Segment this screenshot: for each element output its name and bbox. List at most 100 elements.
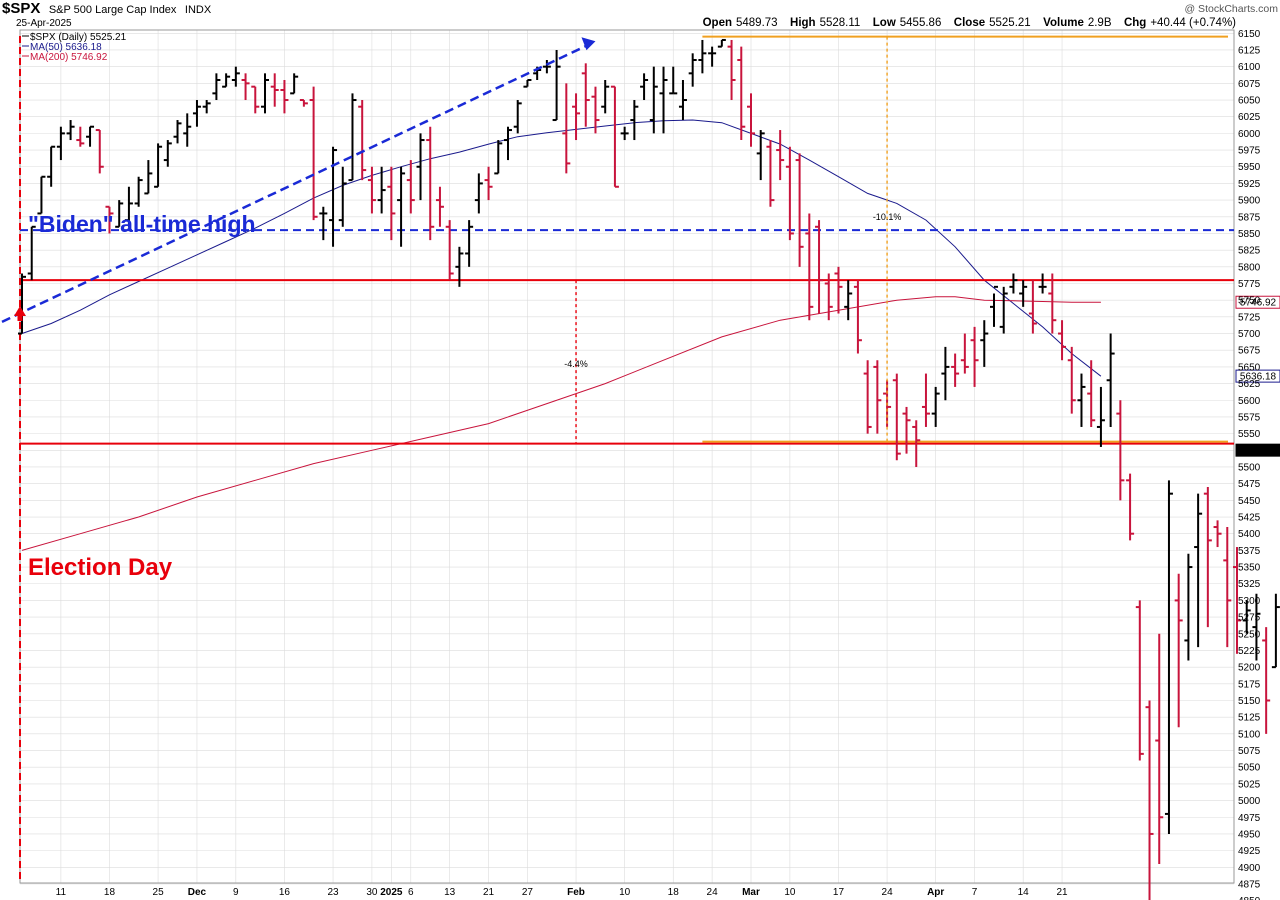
x-tick-label: 30 — [366, 887, 378, 898]
x-tick-label: Mar — [742, 887, 760, 898]
ohlc-bar — [601, 80, 610, 114]
ohlc-bar — [1116, 400, 1125, 501]
ohlc-bar — [1271, 593, 1280, 669]
ohlc-bar — [397, 166, 406, 247]
ohlc-bar — [319, 206, 328, 241]
ohlc-bar — [1009, 273, 1018, 294]
election-day-label: Election Day — [28, 554, 173, 581]
y-tick-label: 5500 — [1238, 462, 1261, 473]
axis-labels: 4850 4875 4900 4925 4950 4975 5000 5025 5050 5075… — [56, 29, 1261, 900]
x-tick-label: 21 — [1056, 887, 1068, 898]
y-tick-label: 5975 — [1238, 146, 1261, 157]
x-tick-label: Dec — [188, 887, 207, 898]
ohlc-bar — [95, 129, 104, 174]
ohlc-bar — [1252, 593, 1261, 661]
ohlc-bar — [144, 160, 153, 195]
ohlc-bar — [47, 145, 56, 187]
y-tick-label: 5175 — [1238, 679, 1261, 690]
plot-frame — [19, 29, 1235, 884]
ohlc-bar — [873, 360, 882, 434]
x-tick-label: 10 — [619, 887, 631, 898]
ohlc-bar — [591, 86, 600, 134]
ohlc-bar — [183, 113, 192, 147]
trend-line — [1, 44, 589, 323]
price-tag-label: 5636.18 — [1240, 372, 1277, 383]
ohlc-bar — [912, 420, 921, 467]
drop-percent-label: -10.1% — [873, 212, 902, 222]
ohlc-bar — [795, 153, 804, 267]
ohlc-bar — [776, 130, 785, 181]
ohlc-bar — [552, 49, 561, 122]
x-tick-label: 6 — [408, 887, 414, 898]
moving-averages — [21, 119, 1102, 551]
ohlc-bar — [688, 53, 697, 87]
x-tick-label: 14 — [1018, 887, 1030, 898]
credit-label: @ StockCharts.com — [1184, 3, 1278, 15]
y-tick-label: 4875 — [1238, 879, 1261, 890]
ohlc-bar — [620, 126, 629, 141]
ohlc-bar — [27, 225, 36, 281]
price-tag-box — [1235, 369, 1280, 383]
y-tick-label: 6050 — [1238, 96, 1261, 107]
ohlc-bars — [18, 38, 1280, 900]
ohlc-bar — [222, 73, 231, 88]
y-tick-label: 5675 — [1238, 346, 1261, 357]
ohlc-bar — [134, 176, 143, 207]
y-tick-label: 5075 — [1238, 746, 1261, 757]
ohlc-bar — [892, 373, 901, 461]
ohlc-bar — [581, 63, 590, 127]
y-tick-label: 6000 — [1238, 129, 1261, 140]
ohlc-bar — [212, 73, 221, 101]
ohlc-bar — [669, 66, 678, 95]
y-tick-label: 4850 — [1238, 896, 1261, 900]
ohlc-bar — [115, 200, 124, 228]
ma200-line — [21, 296, 1101, 551]
ohlc-bar — [756, 130, 765, 181]
ohlc-bar — [844, 280, 853, 321]
ohlc-bar — [406, 160, 415, 214]
ohlc-bar — [931, 386, 940, 427]
ohlc-bar — [1126, 473, 1135, 541]
ohlc-bar — [445, 220, 454, 281]
x-tick-label: 2025 — [380, 887, 403, 898]
y-tick-label: 5650 — [1238, 362, 1261, 373]
ohlc-bar — [387, 166, 396, 241]
ohlc-bar — [416, 133, 425, 201]
ohlc-bar — [542, 59, 551, 74]
ohlc-bar — [727, 39, 736, 101]
election-arrow-shaft — [17, 315, 23, 321]
y-tick-label: 6150 — [1238, 29, 1261, 40]
x-tick-label: 21 — [483, 887, 495, 898]
x-tick-label: 24 — [882, 887, 894, 898]
ohlc-bar — [1028, 280, 1037, 334]
drop-percent-label: -4.4% — [564, 359, 588, 369]
y-tick-label: 5900 — [1238, 196, 1261, 207]
ohlc-bar — [1106, 333, 1115, 427]
ohlc-bar — [231, 66, 240, 87]
ohlc-bar — [280, 80, 289, 114]
ohlc-bar — [610, 85, 619, 188]
ohlc-bar — [261, 73, 269, 114]
y-tick-label: 5125 — [1238, 713, 1261, 724]
ohlc-bar — [154, 143, 163, 188]
ohlc-bar — [37, 175, 46, 215]
x-tick-label: 25 — [153, 887, 165, 898]
ohlc-bar — [980, 320, 989, 367]
ohlc-bar — [56, 126, 65, 161]
ohlc-bar — [1087, 360, 1096, 427]
x-tick-label: 17 — [833, 887, 845, 898]
ohlc-bar — [105, 205, 114, 234]
y-tick-label: 5800 — [1238, 262, 1261, 273]
y-tick-label: 5775 — [1238, 279, 1261, 290]
ohlc-bar — [1067, 346, 1076, 414]
y-tick-label: 5025 — [1238, 779, 1261, 790]
ohlc-bar — [523, 79, 532, 88]
ohlc-bar — [66, 120, 75, 141]
ohlc-bar — [951, 353, 960, 387]
ohlc-bar — [960, 333, 969, 374]
y-tick-label: 5250 — [1238, 629, 1261, 640]
y-tick-label: 5575 — [1238, 412, 1261, 423]
y-tick-label: 5850 — [1238, 229, 1261, 240]
ohlc-bar — [1223, 527, 1232, 648]
